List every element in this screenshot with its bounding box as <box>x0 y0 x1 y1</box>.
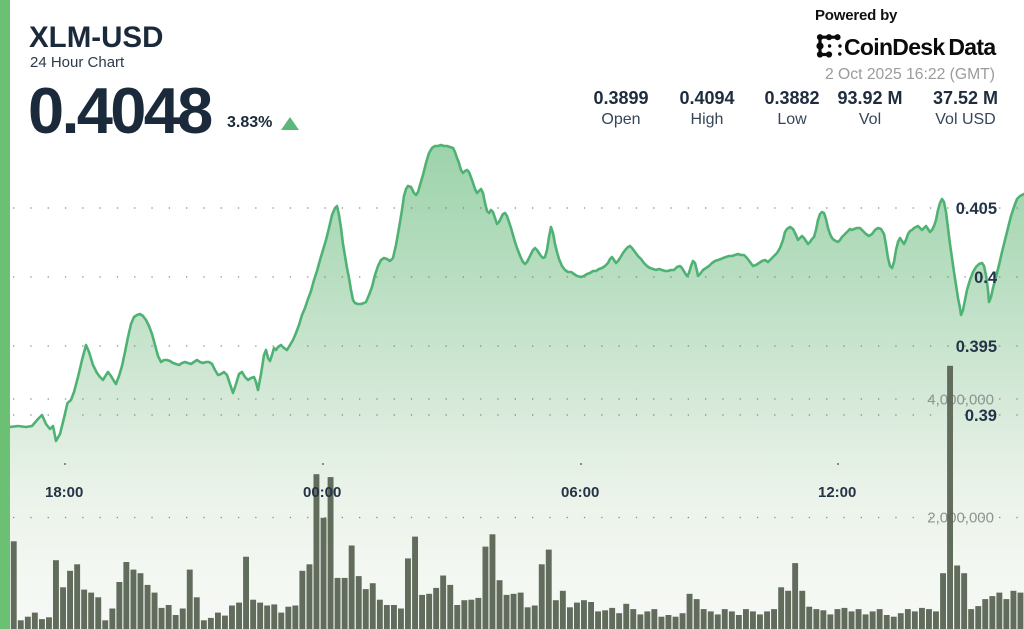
svg-text:4,000,000: 4,000,000 <box>927 392 994 409</box>
svg-text:2,000,000: 2,000,000 <box>927 510 994 527</box>
